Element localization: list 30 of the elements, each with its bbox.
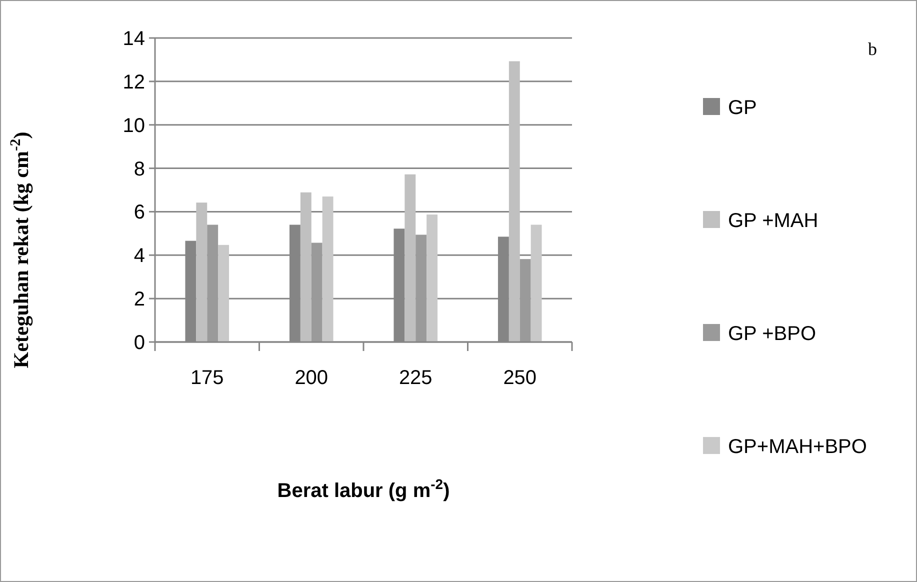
x-tick-label: 225 xyxy=(398,367,432,389)
legend-label: GP xyxy=(728,97,757,119)
y-tick-label: 8 xyxy=(134,158,145,180)
legend-label: GP +MAH xyxy=(728,210,818,232)
x-tick-label: 250 xyxy=(503,367,537,389)
bar xyxy=(196,202,208,342)
y-tick-label: 6 xyxy=(134,202,145,224)
legend-label: GP+MAH+BPO xyxy=(728,436,867,458)
bar xyxy=(218,244,230,342)
bar xyxy=(322,196,334,342)
bar xyxy=(300,192,312,342)
bar xyxy=(508,61,520,342)
y-tick-label: 2 xyxy=(134,288,145,311)
y-tick-label: 14 xyxy=(122,28,145,50)
y-tick-label: 4 xyxy=(134,245,145,268)
bar xyxy=(207,224,218,342)
bar xyxy=(520,259,531,342)
y-tick-label: 12 xyxy=(122,71,145,94)
x-axis-title: Berat labur (g m$^{-2}$) xyxy=(277,476,450,502)
bar xyxy=(530,224,542,342)
bar xyxy=(404,174,416,342)
bar xyxy=(311,242,322,342)
text: b xyxy=(868,39,877,59)
y-tick-label: 10 xyxy=(122,114,145,137)
x-tick-label: 175 xyxy=(190,367,224,389)
y-tick-label: 0 xyxy=(134,332,145,354)
legend-label: GP +BPO xyxy=(728,323,816,345)
bar xyxy=(416,234,427,342)
x-tick-label: 200 xyxy=(294,367,328,389)
bar xyxy=(426,214,438,342)
